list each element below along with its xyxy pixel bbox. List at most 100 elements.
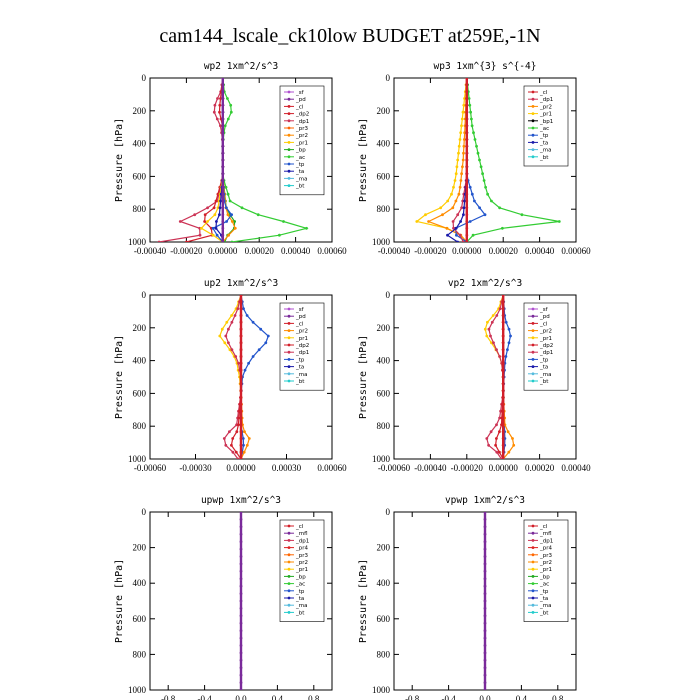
panel-title: up2 1xm^2/s^3 <box>204 278 278 289</box>
series-point-pr1 <box>450 192 453 196</box>
series-point-pr2 <box>457 192 461 196</box>
legend-marker-ta <box>287 596 291 600</box>
series-point-mfl <box>483 644 487 647</box>
x-tick-label: 0.00020 <box>489 246 519 256</box>
series-point-cl <box>465 179 469 182</box>
series-line-dp1 <box>159 78 224 242</box>
series-point-pr1 <box>220 327 224 331</box>
y-tick-label: 200 <box>133 543 147 553</box>
legend-label-ta: _ta <box>539 596 548 602</box>
legend-label-pr4: _pr4 <box>539 546 553 552</box>
series-point-tp <box>468 185 472 189</box>
legend-marker-dp2 <box>287 112 291 115</box>
y-axis-label: Pressure [hPa] <box>358 118 369 202</box>
legend-label-bt: _bt <box>295 379 305 385</box>
series-point-pr2 <box>512 443 516 447</box>
legend-marker-sf <box>531 307 535 311</box>
x-tick-label: 0.00060 <box>317 246 347 256</box>
x-tick-label: 0.00000 <box>452 246 482 256</box>
series-point-ac <box>278 233 281 237</box>
series-point-ac <box>482 179 486 182</box>
series-point-tp <box>225 220 229 223</box>
legend-marker-pr1 <box>287 141 291 144</box>
legend-box <box>279 302 325 391</box>
legend: _sf_pd_cl _pr2_pr1_dp2_dp1_tp _ta_ma_bt <box>279 302 325 391</box>
series-point-mfl <box>239 555 243 558</box>
legend-marker-cl <box>287 105 291 108</box>
series-point-cl <box>465 206 469 210</box>
legend-marker-tp <box>531 133 535 137</box>
series-point-cl <box>465 185 469 189</box>
series-point-mfl <box>239 547 243 551</box>
series-point-ac <box>229 110 233 114</box>
legend-marker-ac <box>287 582 291 585</box>
series-point-pr2 <box>445 226 449 230</box>
legend-label-cl: _cl <box>295 321 304 327</box>
series-point-tp <box>245 314 249 317</box>
series-point-ac <box>486 192 489 196</box>
legend-marker-pr1 <box>287 567 291 571</box>
series-point-ac <box>226 192 230 196</box>
series-point-pr2 <box>226 213 230 217</box>
series-point-tp <box>507 341 511 345</box>
legend-label-pd: _pd <box>539 314 550 320</box>
series-point-dp1 <box>460 206 463 210</box>
legend-marker-pr1 <box>287 336 291 340</box>
series-point-ac <box>479 165 483 169</box>
y-tick-label: 1000 <box>128 454 147 464</box>
series-point-cl <box>239 443 243 447</box>
series-point-mfl <box>239 562 243 566</box>
y-axis-label: Pressure [hPa] <box>114 335 125 419</box>
series-point-dp1 <box>236 307 240 311</box>
series-point-pr1 <box>458 138 462 141</box>
series-point-ac <box>228 199 232 203</box>
y-tick-label: 400 <box>133 139 147 149</box>
panel-title: vpwp 1xm^2/s^3 <box>445 495 525 506</box>
legend-marker-pr1 <box>531 112 535 115</box>
x-tick-label: -0.00040 <box>134 246 167 256</box>
series-point-mfl <box>483 614 487 618</box>
series-point-pr1 <box>460 117 464 121</box>
series-point-pd <box>221 103 225 107</box>
series-point-mfl <box>239 621 243 625</box>
series-point-mfl <box>483 658 487 662</box>
series-point-ac <box>469 110 472 114</box>
series-point-dp1 <box>489 334 492 338</box>
y-axis-label: Pressure [hPa] <box>114 118 125 202</box>
series-point-mfl <box>483 525 487 529</box>
y-tick-label: 200 <box>377 106 391 116</box>
series-point-pr2 <box>459 179 463 182</box>
series-point-pr2 <box>463 131 467 135</box>
series-point-dp2 <box>219 97 222 100</box>
series-point-dp2 <box>498 450 501 454</box>
legend-label-cl: _cl <box>539 321 548 327</box>
series-point-dp1 <box>227 341 230 345</box>
series-point-cl <box>239 361 243 365</box>
series-point-cl <box>465 124 469 128</box>
series-point-ac <box>475 144 478 148</box>
series-point-dp2 <box>203 220 207 223</box>
series-point-pd <box>221 206 225 210</box>
series-point-dp1 <box>492 341 495 345</box>
series-point-tp <box>241 437 245 440</box>
series-point-mfl <box>239 518 243 521</box>
series-point-mfl <box>483 666 487 670</box>
legend-label-ma: _ma <box>295 372 307 378</box>
y-tick-label: 600 <box>133 614 147 624</box>
legend-label-pr1: _pr1 <box>295 336 308 342</box>
y-tick-label: 400 <box>377 356 391 366</box>
series-group <box>218 295 270 459</box>
series-point-dp1 <box>212 110 216 114</box>
series-point-cl <box>465 226 469 230</box>
legend-label-pr2: _pr2 <box>295 560 308 566</box>
series-point-dp1 <box>495 348 498 352</box>
panel-title: upwp 1xm^2/s^3 <box>201 495 281 506</box>
series-point-cl <box>501 327 505 331</box>
legend-label-sf: _sf <box>539 307 549 313</box>
legend-marker-ma <box>287 603 291 607</box>
legend-label-dp1: _dp1 <box>295 119 309 125</box>
series-point-mfl <box>239 629 243 633</box>
series-point-mfl <box>239 688 243 690</box>
